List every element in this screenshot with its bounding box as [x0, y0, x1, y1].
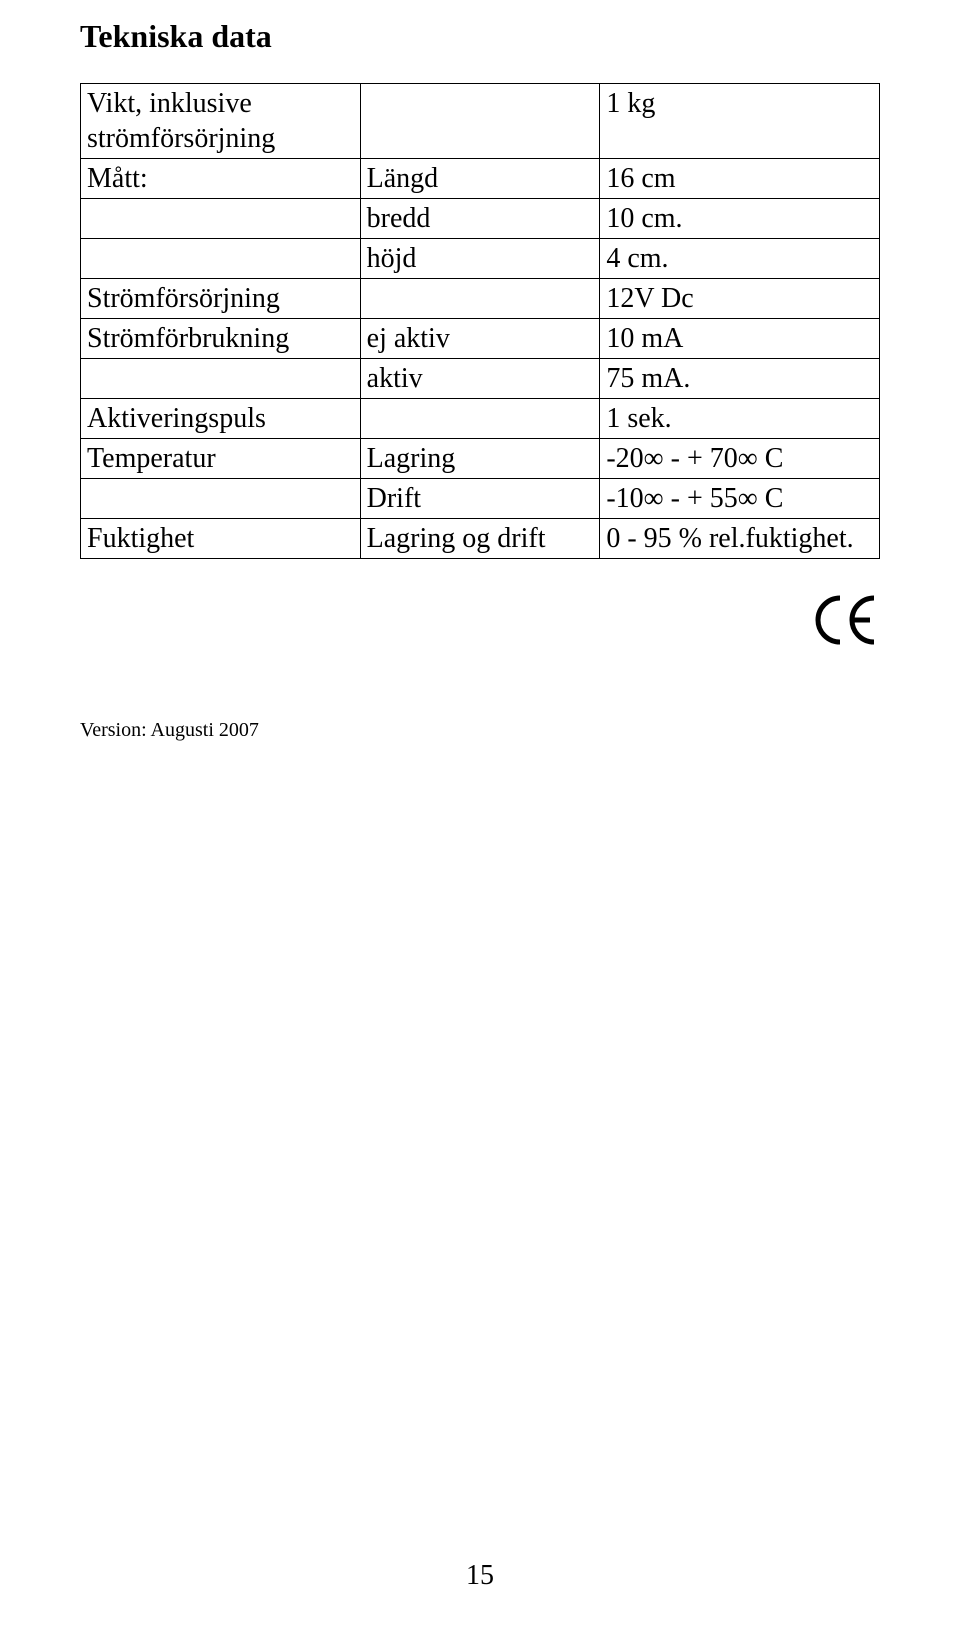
table-cell: 1 sek. — [600, 399, 880, 439]
table-row: Aktiveringspuls 1 sek. — [81, 399, 880, 439]
table-row: Fuktighet Lagring og drift 0 - 95 % rel.… — [81, 519, 880, 559]
table-cell: Lagring — [360, 439, 600, 479]
version-text: Version: Augusti 2007 — [80, 719, 880, 742]
table-row: Mått: Längd 16 cm — [81, 159, 880, 199]
table-row: aktiv 75 mA. — [81, 359, 880, 399]
table-cell: 1 kg — [600, 84, 880, 159]
table-cell: Vikt, inklusive strömförsörjning — [81, 84, 361, 159]
table-row: Strömförsörjning 12V Dc — [81, 279, 880, 319]
table-cell: Aktiveringspuls — [81, 399, 361, 439]
table-row: höjd 4 cm. — [81, 239, 880, 279]
table-cell: 0 - 95 % rel.fuktighet. — [600, 519, 880, 559]
table-cell: Drift — [360, 479, 600, 519]
table-cell: 10 cm. — [600, 199, 880, 239]
table-cell: höjd — [360, 239, 600, 279]
table-cell: Strömförsörjning — [81, 279, 361, 319]
table-cell — [81, 199, 361, 239]
table-cell — [360, 399, 600, 439]
page-title: Tekniska data — [80, 18, 880, 55]
table-row: Drift -10∞ - + 55∞ C — [81, 479, 880, 519]
table-cell: 16 cm — [600, 159, 880, 199]
table-cell: Temperatur — [81, 439, 361, 479]
table-cell — [81, 479, 361, 519]
table-cell: Mått: — [81, 159, 361, 199]
table-cell: aktiv — [360, 359, 600, 399]
table-row: Temperatur Lagring -20∞ - + 70∞ C — [81, 439, 880, 479]
table-cell: 4 cm. — [600, 239, 880, 279]
table-cell: 75 mA. — [600, 359, 880, 399]
table-row: Strömförbrukning ej aktiv 10 mA — [81, 319, 880, 359]
table-cell — [81, 359, 361, 399]
table-row: Vikt, inklusive strömförsörjning 1 kg — [81, 84, 880, 159]
table-row: bredd 10 cm. — [81, 199, 880, 239]
table-cell: Strömförbrukning — [81, 319, 361, 359]
page-number: 15 — [0, 1560, 960, 1592]
ce-mark-icon — [810, 595, 880, 645]
table-cell: Lagring og drift — [360, 519, 600, 559]
table-cell: bredd — [360, 199, 600, 239]
table-cell — [81, 239, 361, 279]
table-cell — [360, 279, 600, 319]
table-cell: 12V Dc — [600, 279, 880, 319]
table-cell: Fuktighet — [81, 519, 361, 559]
table-cell: 10 mA — [600, 319, 880, 359]
page: Tekniska data Vikt, inklusive strömförsö… — [0, 0, 960, 1632]
table-cell: Längd — [360, 159, 600, 199]
table-cell: -20∞ - + 70∞ C — [600, 439, 880, 479]
specs-table: Vikt, inklusive strömförsörjning 1 kg Må… — [80, 83, 880, 559]
table-cell — [360, 84, 600, 159]
table-cell: -10∞ - + 55∞ C — [600, 479, 880, 519]
table-cell: ej aktiv — [360, 319, 600, 359]
